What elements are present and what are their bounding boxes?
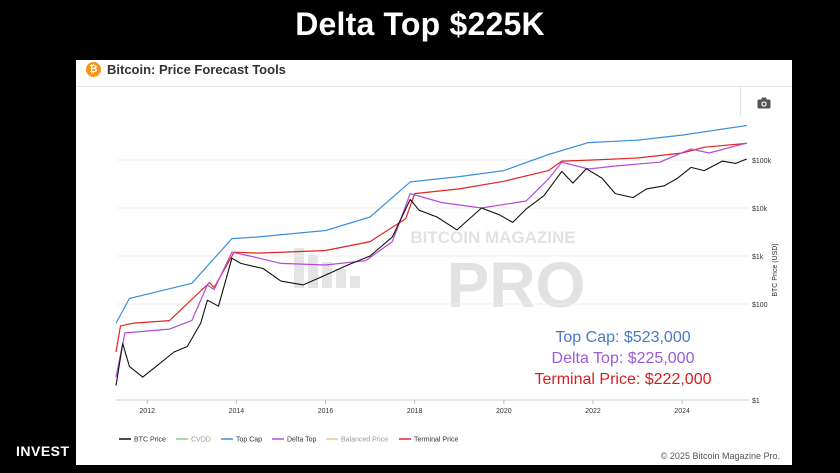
watermark-logo-icon (294, 248, 360, 288)
legend-item-top-cap[interactable]: Top Cap (221, 437, 262, 444)
copyright: © 2025 Bitcoin Magazine Pro. (660, 451, 780, 461)
series-line-top-cap (115, 124, 747, 324)
x-tick-label: 2022 (585, 408, 601, 415)
annotation-top-cap: Top Cap: $523,000 (555, 329, 690, 346)
panel-header: ₿ Bitcoin: Price Forecast Tools (76, 60, 792, 87)
legend-label: Terminal Price (414, 437, 458, 444)
y-tick-label: $100k (752, 158, 772, 165)
legend: BTC Price CVDD Top Cap Delta Top Balanced Pr… (119, 437, 458, 444)
chart-panel: ₿ Bitcoin: Price Forecast Tools BITCOIN … (76, 60, 792, 465)
x-tick-label: 2014 (229, 408, 245, 415)
watermark-line2: PRO (447, 249, 586, 321)
panel-title: Bitcoin: Price Forecast Tools (107, 62, 286, 77)
legend-label: BTC Price (134, 437, 166, 444)
y-axis-title: BTC Price (USD) (772, 243, 779, 296)
toolbar-divider (740, 87, 741, 117)
investor-label: INVEST (16, 443, 70, 459)
watermark-bar (350, 276, 360, 288)
slide-title: Delta Top $225K (295, 6, 545, 42)
annotations: Top Cap: $523,000 Delta Top: $225,000 Term… (535, 329, 712, 388)
y-tick-label: $100 (752, 302, 768, 309)
bitcoin-logo-icon: ₿ (86, 62, 101, 77)
legend-label: Top Cap (236, 437, 262, 444)
x-tick-label: 2020 (496, 408, 512, 415)
legend-item-cvdd[interactable]: CVDD (176, 437, 211, 444)
legend-item-terminal-price[interactable]: Terminal Price (399, 437, 458, 444)
legend-label: CVDD (191, 437, 211, 444)
legend-label: Delta Top (287, 437, 317, 444)
watermark-bar (308, 255, 318, 288)
annotation-delta-top: Delta Top: $225,000 (552, 350, 695, 367)
x-tick-label: 2024 (674, 408, 690, 415)
watermark: BITCOIN MAGAZINE PRO (294, 228, 585, 321)
x-tick-label: 2012 (139, 408, 155, 415)
camera-icon[interactable] (757, 97, 771, 109)
series-line-btc-price (115, 158, 748, 386)
legend-item-balanced-price[interactable]: Balanced Price (326, 437, 388, 444)
axes: $1 $100 $1k $10k $100k 2012 2014 2016 2018 2020 20… (116, 158, 772, 415)
watermark-bar (294, 248, 304, 288)
legend-item-btc-price[interactable]: BTC Price (119, 437, 166, 444)
annotation-terminal-price: Terminal Price: $222,000 (535, 371, 712, 388)
watermark-line1: BITCOIN MAGAZINE (410, 228, 575, 247)
watermark-bar (336, 269, 346, 288)
x-tick-label: 2018 (407, 408, 423, 415)
y-tick-label: $1 (752, 398, 760, 405)
legend-label: Balanced Price (341, 437, 388, 444)
x-tick-label: 2016 (318, 408, 334, 415)
y-tick-label: $10k (752, 206, 768, 213)
y-tick-label: $1k (752, 254, 764, 261)
series-layer (115, 124, 748, 386)
price-forecast-chart: BITCOIN MAGAZINE PRO $1 $100 $1k $10k $100k 2… (115, 124, 779, 444)
series-line-terminal-price (115, 142, 747, 353)
legend-item-delta-top[interactable]: Delta Top (272, 437, 317, 444)
